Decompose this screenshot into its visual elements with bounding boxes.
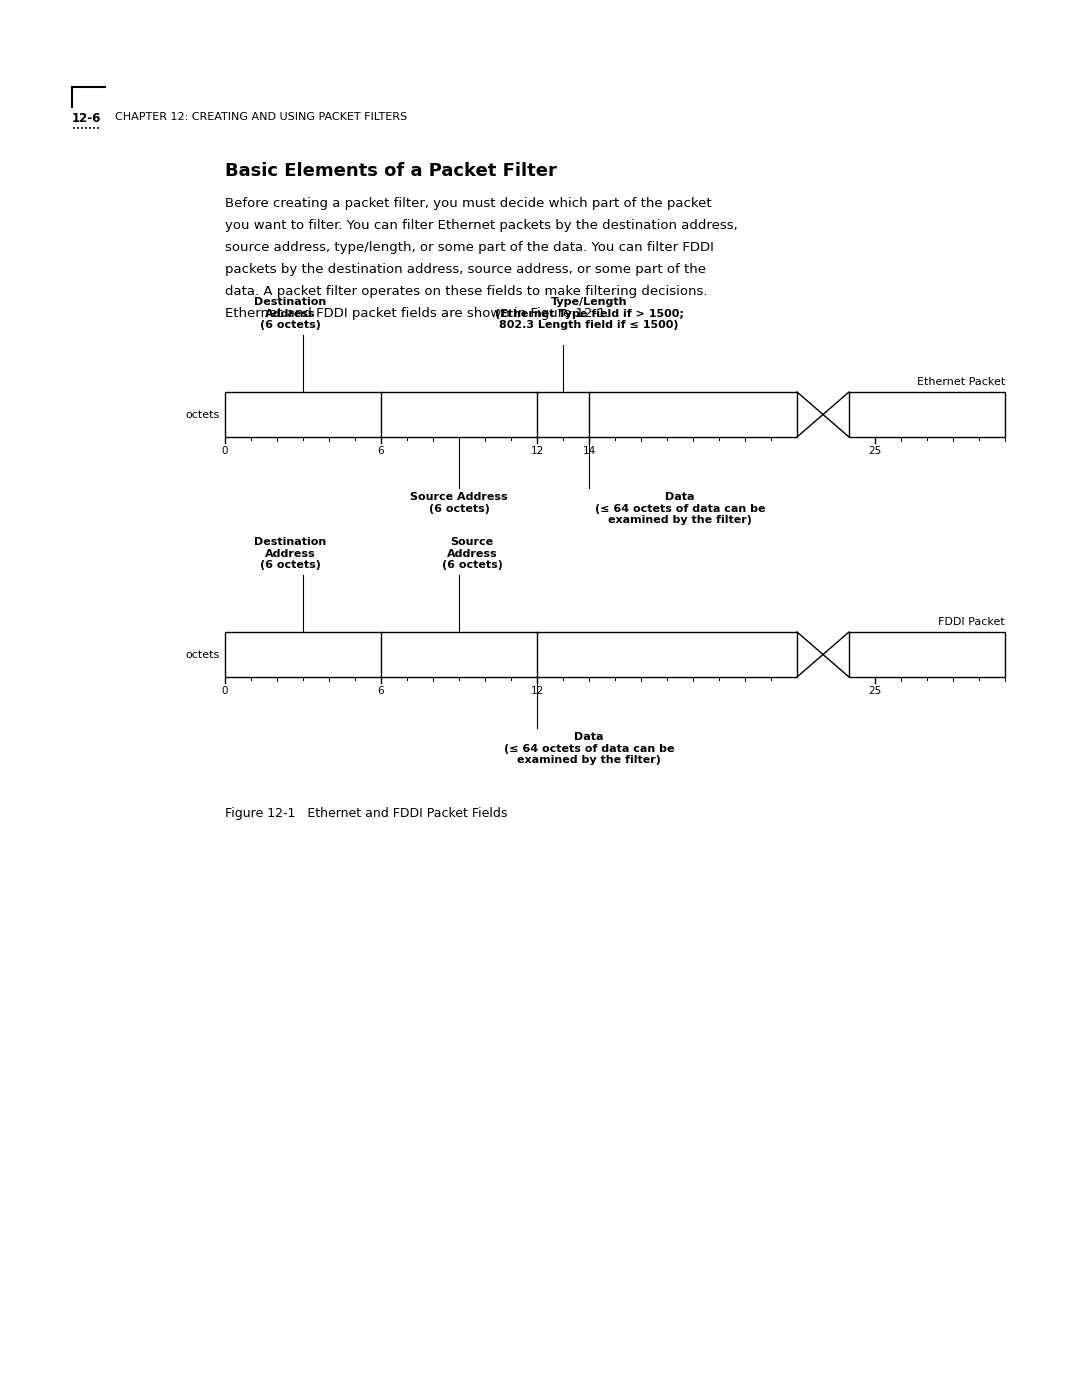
Text: 14: 14: [582, 446, 596, 455]
Text: FDDI Packet: FDDI Packet: [939, 617, 1005, 627]
Text: Data
(≤ 64 octets of data can be
examined by the filter): Data (≤ 64 octets of data can be examine…: [595, 492, 766, 525]
Text: octets: octets: [186, 409, 220, 419]
FancyBboxPatch shape: [849, 631, 1005, 678]
Text: Basic Elements of a Packet Filter: Basic Elements of a Packet Filter: [225, 162, 557, 180]
Text: Ethernet Packet: Ethernet Packet: [917, 377, 1005, 387]
Text: •••••••: •••••••: [72, 126, 100, 131]
Text: Source Address
(6 octets): Source Address (6 octets): [410, 492, 508, 514]
FancyBboxPatch shape: [225, 631, 797, 678]
Text: Source
Address
(6 octets): Source Address (6 octets): [442, 536, 502, 570]
Text: octets: octets: [186, 650, 220, 659]
Text: Ethernet and FDDI packet fields are shown in Figure 12-1.: Ethernet and FDDI packet fields are show…: [225, 307, 610, 320]
FancyBboxPatch shape: [225, 393, 797, 437]
Text: Before creating a packet filter, you must decide which part of the packet: Before creating a packet filter, you mus…: [225, 197, 712, 210]
Text: CHAPTER 12: CREATING AND USING PACKET FILTERS: CHAPTER 12: CREATING AND USING PACKET FI…: [114, 112, 407, 122]
Text: 6: 6: [378, 686, 384, 696]
Text: Figure 12-1   Ethernet and FDDI Packet Fields: Figure 12-1 Ethernet and FDDI Packet Fie…: [225, 807, 508, 820]
Text: 12: 12: [530, 686, 543, 696]
Text: source address, type/length, or some part of the data. You can filter FDDI: source address, type/length, or some par…: [225, 242, 714, 254]
Text: 6: 6: [378, 446, 384, 455]
Text: Type/Length
(Ethernet Type field if > 1500;
802.3 Length field if ≤ 1500): Type/Length (Ethernet Type field if > 15…: [495, 298, 684, 330]
Text: 12-6: 12-6: [72, 112, 102, 124]
FancyBboxPatch shape: [849, 393, 1005, 437]
Text: Destination
Address
(6 octets): Destination Address (6 octets): [254, 536, 326, 570]
Text: packets by the destination address, source address, or some part of the: packets by the destination address, sour…: [225, 263, 706, 277]
Text: you want to filter. You can filter Ethernet packets by the destination address,: you want to filter. You can filter Ether…: [225, 219, 738, 232]
Text: 0: 0: [221, 446, 228, 455]
Text: 25: 25: [868, 686, 881, 696]
Text: 0: 0: [221, 686, 228, 696]
Text: 12: 12: [530, 446, 543, 455]
Text: 25: 25: [868, 446, 881, 455]
Text: data. A packet filter operates on these fields to make filtering decisions.: data. A packet filter operates on these …: [225, 285, 707, 298]
Text: Data
(≤ 64 octets of data can be
examined by the filter): Data (≤ 64 octets of data can be examine…: [503, 732, 674, 766]
Text: Destination
Address
(6 octets): Destination Address (6 octets): [254, 298, 326, 330]
